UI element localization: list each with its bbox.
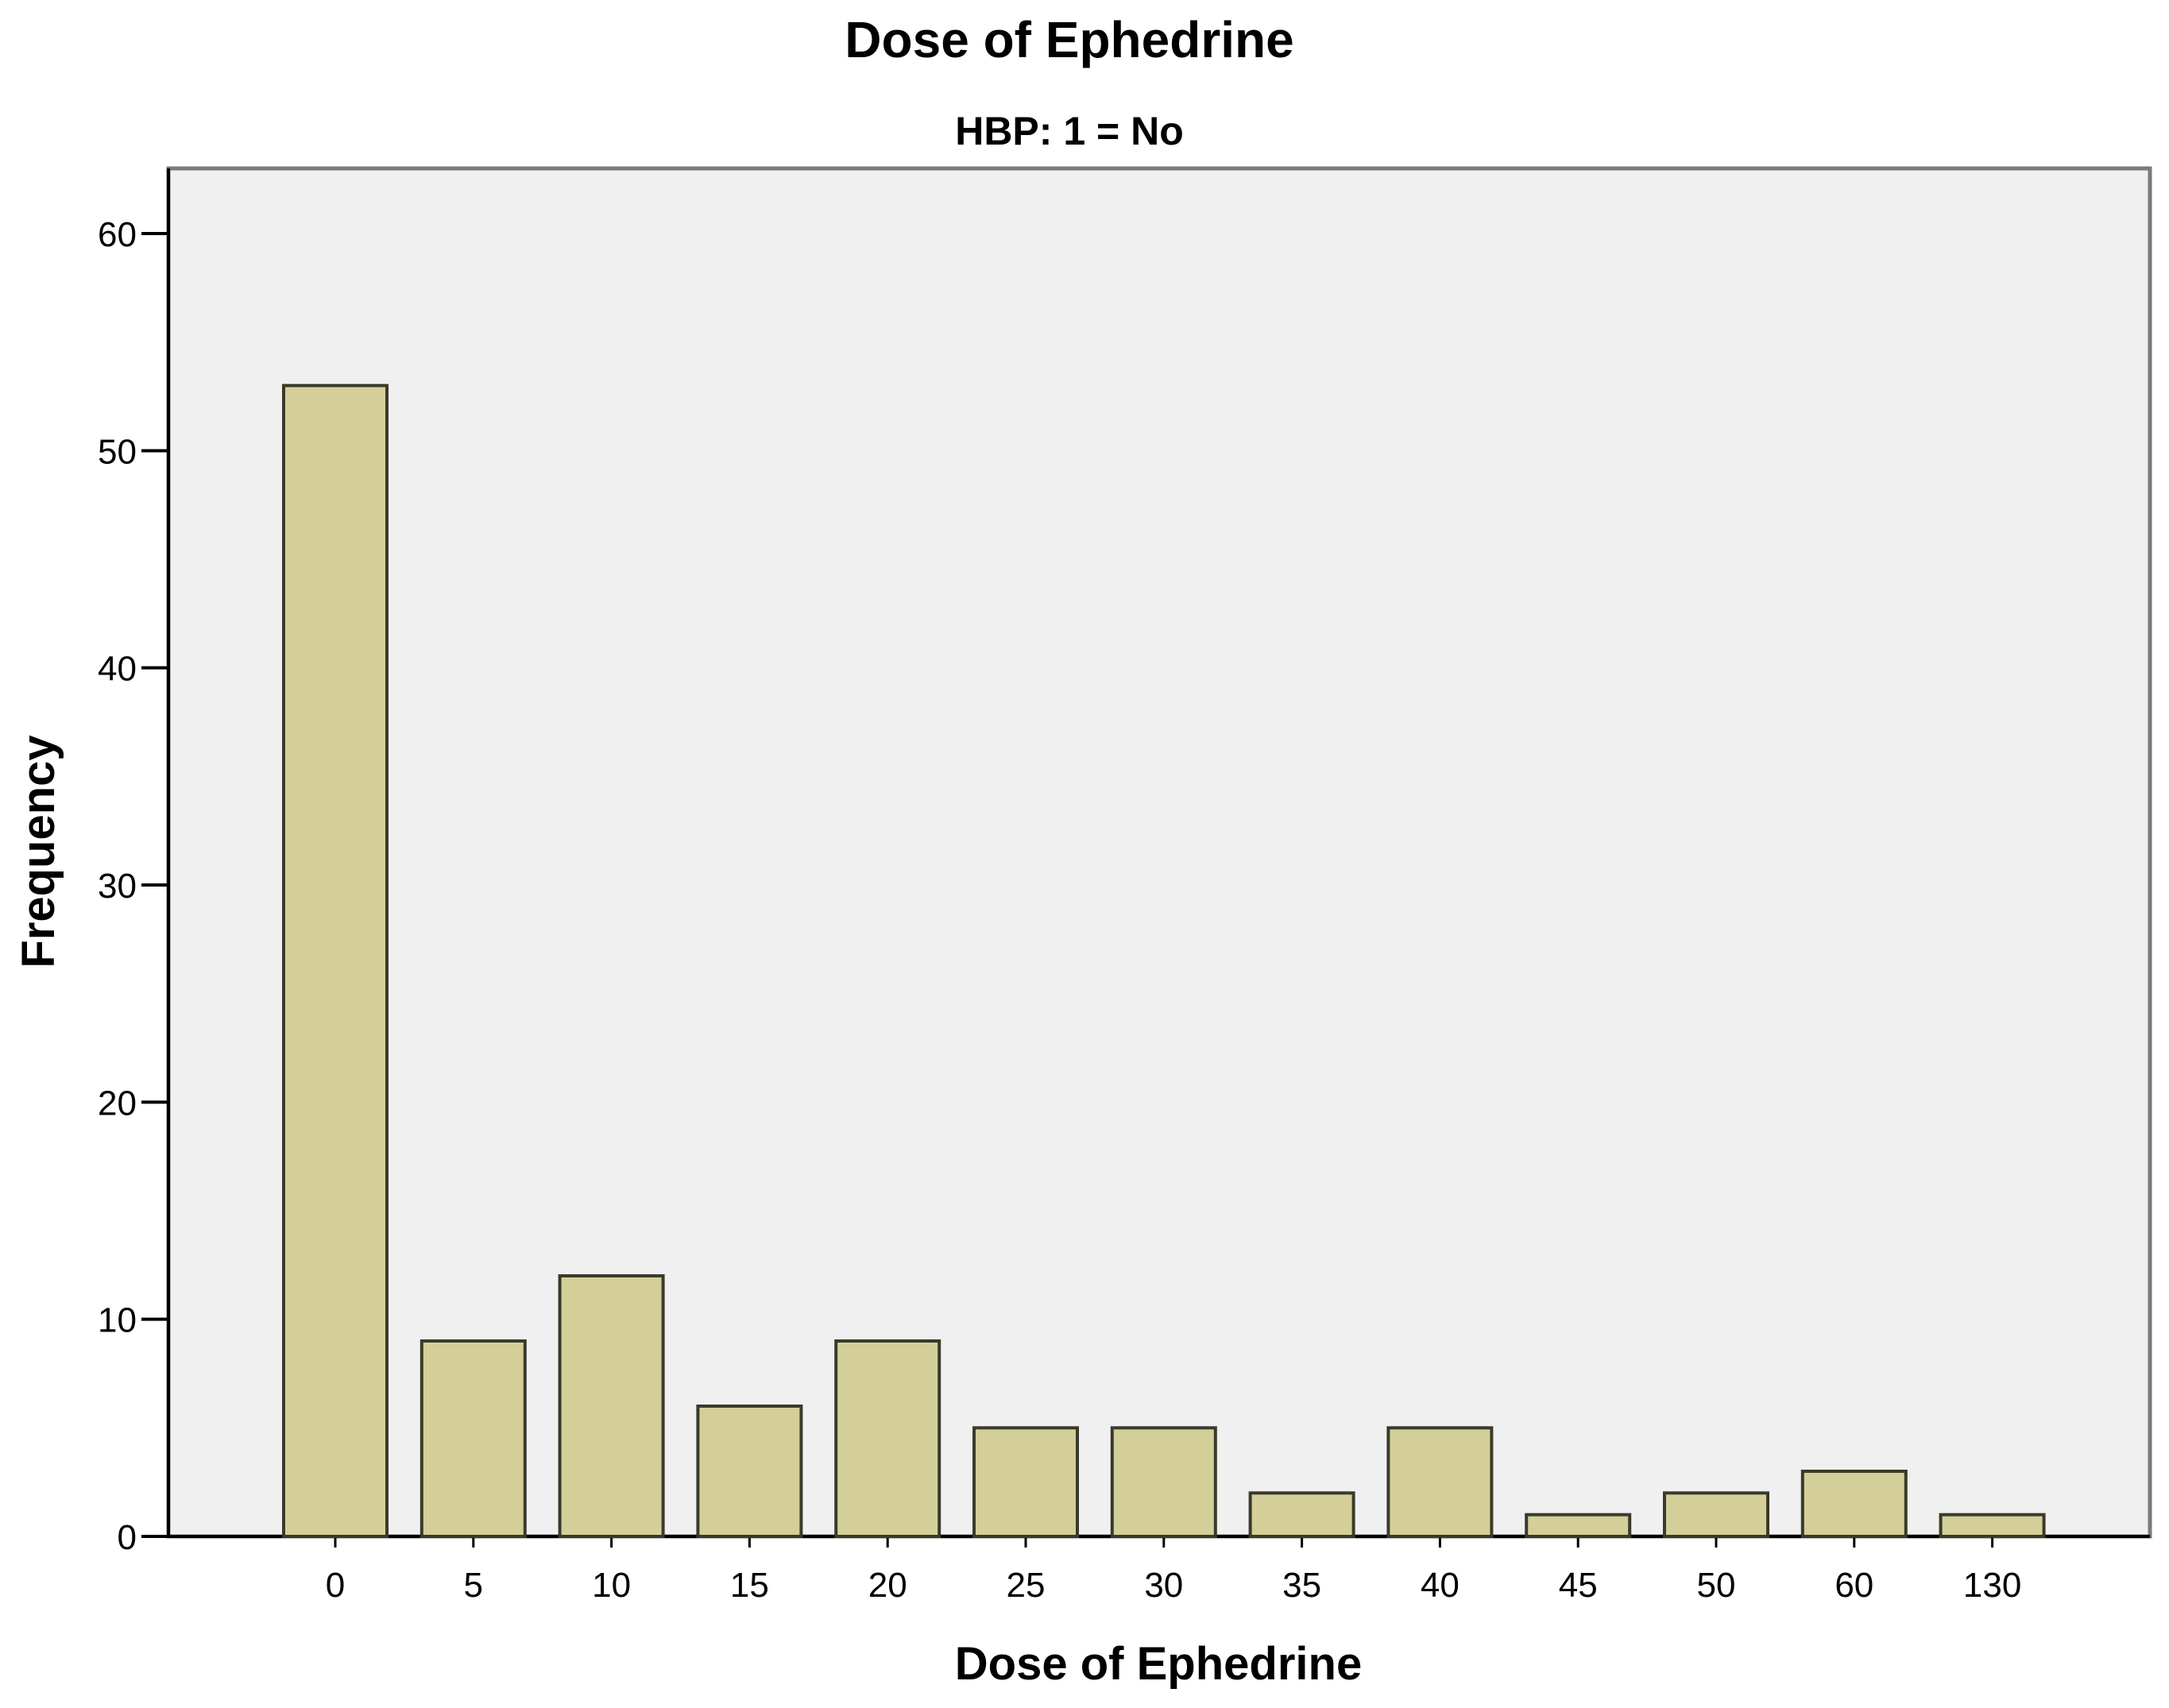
- x-tick-label: 25: [1007, 1566, 1046, 1605]
- bar-45: [1525, 1513, 1632, 1538]
- bar-30: [1110, 1426, 1217, 1539]
- bar-10: [558, 1274, 665, 1538]
- x-axis-label: Dose of Ephedrine: [955, 1638, 1362, 1690]
- bar-25: [972, 1426, 1079, 1539]
- bar-50: [1663, 1491, 1769, 1539]
- bar-130: [1939, 1513, 2046, 1538]
- bars-group: [282, 384, 2046, 1539]
- x-tick-label: 130: [1963, 1566, 2021, 1605]
- y-tick-label: 50: [98, 432, 137, 471]
- y-tick-label: 20: [98, 1084, 137, 1123]
- x-tick-label: 5: [464, 1566, 483, 1605]
- chart-title: Dose of Ephedrine: [845, 11, 1293, 68]
- x-tick-label: 0: [326, 1566, 345, 1605]
- plot-area: [166, 166, 2152, 1539]
- y-axis-label: Frequency: [13, 735, 64, 968]
- x-axis: 0 5 10 15 20 25 30 35 40 45 50 60 130: [168, 1535, 2150, 1605]
- bar-40: [1386, 1426, 1494, 1539]
- bar-35: [1248, 1491, 1355, 1539]
- x-tick-label: 15: [730, 1566, 769, 1605]
- chart-subtitle: HBP: 1 = No: [955, 109, 1184, 153]
- y-tick-label: 10: [98, 1301, 137, 1340]
- y-axis: 0 10 20 30 40 50 60: [98, 168, 170, 1557]
- bar-60: [1800, 1470, 1908, 1538]
- x-tick-label: 50: [1697, 1566, 1736, 1605]
- y-tick-label: 0: [118, 1518, 137, 1557]
- x-tick-label: 20: [868, 1566, 907, 1605]
- x-tick-label: 40: [1421, 1566, 1460, 1605]
- bar-0: [282, 384, 389, 1538]
- y-tick-label: 30: [98, 867, 137, 906]
- x-tick-label: 35: [1282, 1566, 1321, 1605]
- y-tick-label: 60: [98, 215, 137, 254]
- x-tick-label: 10: [592, 1566, 631, 1605]
- x-tick-label: 60: [1835, 1566, 1873, 1605]
- x-tick-label: 30: [1144, 1566, 1183, 1605]
- bar-20: [834, 1339, 941, 1538]
- x-tick-label: 45: [1559, 1566, 1598, 1605]
- bar-5: [419, 1339, 527, 1538]
- bar-15: [696, 1405, 803, 1538]
- y-tick-label: 40: [98, 650, 137, 689]
